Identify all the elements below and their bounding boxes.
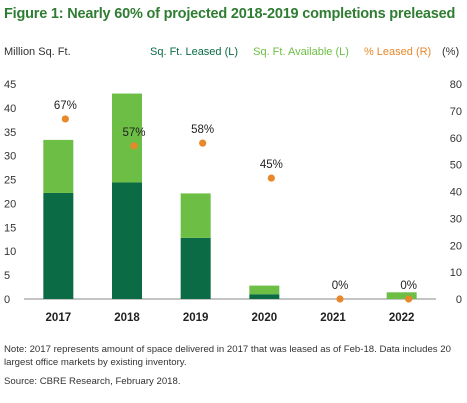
pct-leased-point bbox=[336, 295, 344, 303]
bar-available bbox=[180, 193, 211, 238]
pct-leased-point bbox=[267, 174, 275, 182]
bar-leased bbox=[112, 182, 142, 299]
left-tick-label: 15 bbox=[4, 222, 16, 234]
pct-leased-point bbox=[61, 115, 69, 123]
right-tick-label: 10 bbox=[450, 267, 462, 279]
right-tick-label: 20 bbox=[450, 240, 462, 252]
right-axis-label: (%) bbox=[442, 46, 460, 58]
bar-leased bbox=[43, 192, 74, 299]
x-tick-label: 2019 bbox=[183, 312, 209, 324]
right-tick-label: 0 bbox=[456, 294, 462, 306]
left-tick-label: 30 bbox=[4, 151, 16, 163]
x-tick-label: 2022 bbox=[389, 312, 415, 324]
chart-title: Figure 1: Nearly 60% of projected 2018-2… bbox=[4, 6, 456, 22]
source-note: Source: CBRE Research, February 2018. bbox=[4, 376, 181, 387]
left-tick-label: 25 bbox=[4, 175, 16, 187]
x-tick-label: 2020 bbox=[252, 312, 278, 324]
bar-available bbox=[112, 93, 142, 183]
pct-leased-label: 0% bbox=[400, 280, 417, 292]
bar-available bbox=[386, 292, 417, 299]
legend: Sq. Ft. Leased (L) Sq. Ft. Available (L)… bbox=[150, 46, 443, 58]
x-tick-label: 2017 bbox=[46, 312, 72, 324]
bar-leased bbox=[249, 294, 280, 299]
x-tick-label: 2021 bbox=[320, 312, 346, 324]
x-tick-label: 2018 bbox=[114, 312, 140, 324]
pct-leased-label: 57% bbox=[122, 127, 145, 139]
pct-leased-label: 0% bbox=[332, 280, 349, 292]
right-tick-label: 30 bbox=[450, 213, 462, 225]
left-tick-label: 45 bbox=[4, 79, 16, 91]
footnote: Note: 2017 represents amount of space de… bbox=[4, 344, 451, 368]
left-tick-label: 40 bbox=[4, 103, 16, 115]
pct-leased-point bbox=[130, 142, 138, 150]
left-axis-label: Million Sq. Ft. bbox=[4, 46, 71, 58]
left-tick-label: 5 bbox=[4, 270, 10, 282]
right-tick-label: 70 bbox=[450, 106, 462, 118]
legend-pct-leased: % Leased (R) bbox=[363, 46, 432, 58]
right-tick-label: 40 bbox=[450, 187, 462, 199]
pct-leased-label: 58% bbox=[191, 124, 214, 136]
legend-leased: Sq. Ft. Leased (L) bbox=[150, 46, 239, 58]
left-tick-label: 35 bbox=[4, 127, 16, 139]
bar-available bbox=[43, 139, 74, 193]
bar-available bbox=[249, 285, 280, 295]
left-tick-label: 10 bbox=[4, 246, 16, 258]
right-tick-label: 80 bbox=[450, 79, 462, 91]
pct-leased-point bbox=[405, 295, 413, 303]
left-tick-label: 20 bbox=[4, 198, 16, 210]
pct-leased-label: 67% bbox=[54, 100, 77, 112]
right-tick-label: 50 bbox=[450, 160, 462, 172]
left-tick-label: 0 bbox=[4, 294, 10, 306]
bar-leased bbox=[180, 237, 211, 299]
right-tick-label: 60 bbox=[450, 133, 462, 145]
pct-leased-label: 45% bbox=[260, 159, 283, 171]
legend-available: Sq. Ft. Available (L) bbox=[253, 46, 349, 58]
pct-leased-point bbox=[199, 139, 207, 147]
